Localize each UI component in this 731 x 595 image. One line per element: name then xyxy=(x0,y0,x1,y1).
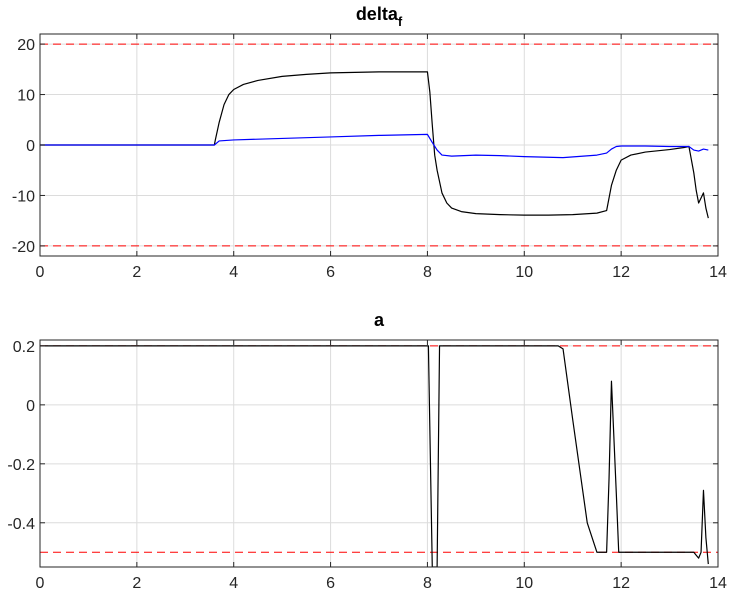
x-tick-label: 14 xyxy=(709,264,727,281)
chart-title: a xyxy=(374,310,385,330)
delta-f-plot: 0 2 4 6 8 10 12 14 -20 -10 0 10 20 deltaf xyxy=(12,4,727,281)
a-plot: 0 2 4 6 8 10 12 14 -0.4 -0.2 0 0.2 a xyxy=(7,310,727,592)
x-tick-label: 4 xyxy=(229,575,238,592)
series-line-2 xyxy=(40,133,709,159)
y-tick-label: 10 xyxy=(17,88,35,105)
chart-title-subscript: f xyxy=(398,14,403,29)
x-tick-label: 4 xyxy=(229,264,238,281)
x-tick-label: 10 xyxy=(515,575,533,592)
x-tick-label: 10 xyxy=(515,264,533,281)
y-tick-label: 0.2 xyxy=(13,339,35,356)
x-tick-label: 8 xyxy=(423,264,432,281)
y-tick-label: -10 xyxy=(12,188,35,205)
x-tick-label: 0 xyxy=(36,264,45,281)
y-tick-label: -20 xyxy=(12,239,35,256)
x-tick-label: 6 xyxy=(326,264,335,281)
x-tick-label: 8 xyxy=(423,575,432,592)
series-line-1 xyxy=(40,345,709,567)
x-tick-label: 6 xyxy=(326,575,335,592)
y-tick-label: 20 xyxy=(17,37,35,54)
x-tick-label: 12 xyxy=(612,264,630,281)
y-tick-label: 0 xyxy=(26,138,35,155)
x-tick-label: 14 xyxy=(709,575,727,592)
y-tick-label: -0.2 xyxy=(7,457,35,474)
chart-title: deltaf xyxy=(356,4,403,29)
x-tick-label: 12 xyxy=(612,575,630,592)
axes-box xyxy=(39,339,719,568)
y-tick-label: 0 xyxy=(26,398,35,415)
x-tick-label: 2 xyxy=(132,575,141,592)
x-tick-label: 0 xyxy=(36,575,45,592)
x-tick-label: 2 xyxy=(132,264,141,281)
y-tick-label: -0.4 xyxy=(7,516,35,533)
